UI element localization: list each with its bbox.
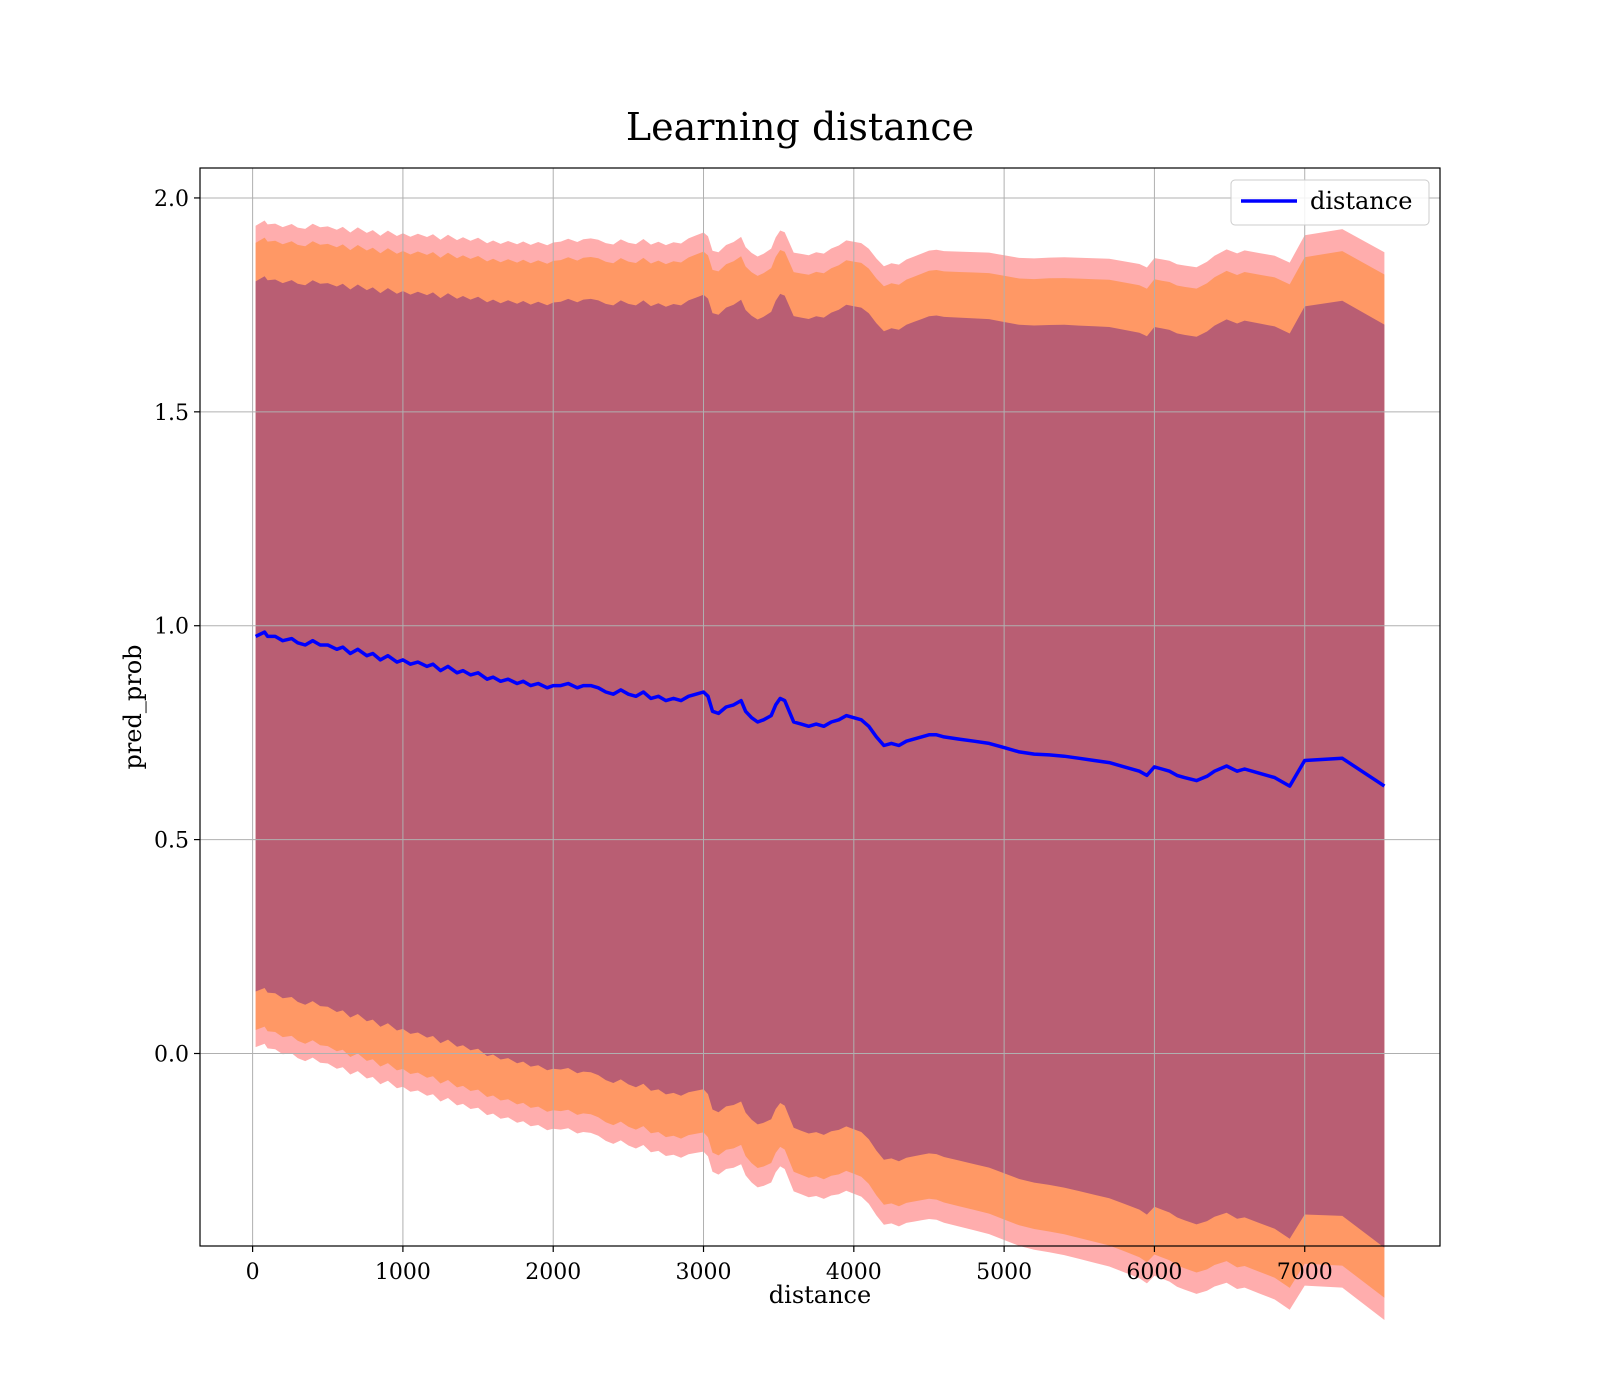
- chart-title: Learning distance: [626, 105, 974, 149]
- legend: distance: [1230, 179, 1430, 226]
- plot-frame: [199, 167, 1441, 1247]
- x-tick-label: 0: [246, 1260, 260, 1285]
- series-distance-line: [254, 630, 1386, 788]
- x-tick-label: 2000: [525, 1260, 581, 1285]
- y-tick-label: 1.5: [154, 401, 189, 426]
- y-axis-label: pred_prob: [119, 644, 147, 769]
- y-tick-label: 0.5: [154, 829, 189, 854]
- grid-lines: [200, 168, 1440, 1246]
- confidence-band-3: [255, 276, 1385, 1248]
- x-tick-label: 3000: [676, 1260, 732, 1285]
- y-tick-label: 1.0: [154, 615, 189, 640]
- x-tick-label: 6000: [1126, 1260, 1182, 1285]
- x-tick-label: 4000: [826, 1260, 882, 1285]
- legend-entry: distance: [1310, 187, 1412, 215]
- legend-box: [1230, 179, 1430, 226]
- x-tick-label: 7000: [1277, 1260, 1333, 1285]
- series-line: [254, 630, 1386, 788]
- y-axis-ticks: 0.0 0.5 1.0 1.5 2.0: [154, 187, 200, 1068]
- y-tick-label: 0.0: [154, 1043, 189, 1068]
- x-tick-label: 5000: [976, 1260, 1032, 1285]
- x-axis-label: distance: [769, 1281, 871, 1309]
- x-tick-label: 1000: [375, 1260, 431, 1285]
- confidence-bands: [255, 220, 1385, 1320]
- x-axis-ticks: 0 1000 2000 3000 4000 5000 6000 7000: [246, 1246, 1333, 1285]
- y-tick-label: 2.0: [154, 187, 189, 212]
